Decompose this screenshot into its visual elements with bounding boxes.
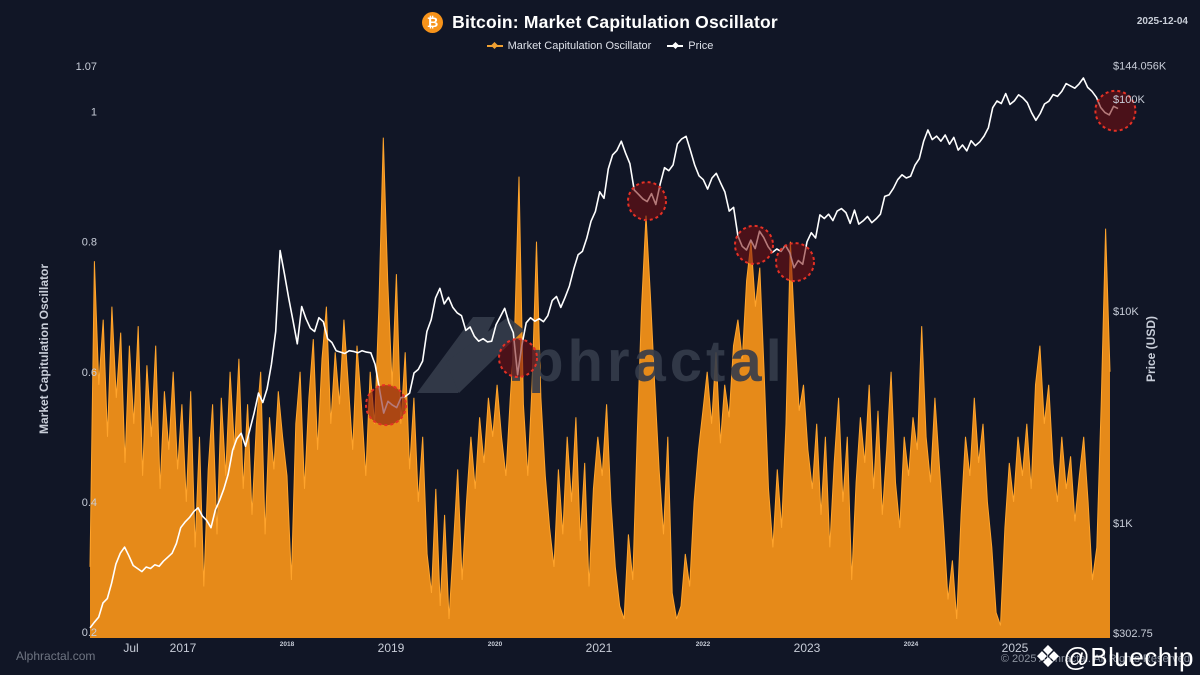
x-axis-tick: 2022: [696, 641, 711, 648]
legend-item-price[interactable]: Price: [667, 40, 713, 52]
x-axis-tick: 2025: [1002, 641, 1029, 655]
chart-header: ₿ Bitcoin: Market Capitulation Oscillato…: [0, 8, 1200, 36]
x-axis-tick: 2018: [280, 641, 295, 648]
capitulation-marker: [498, 338, 538, 378]
x-axis-tick: 2021: [586, 641, 613, 655]
capitulation-marker: [1094, 89, 1137, 132]
x-axis-tick: 2023: [794, 641, 821, 655]
alphractal-watermark: lphractal: [417, 317, 786, 394]
capitulation-marker: [365, 384, 407, 427]
author-handle: ❖ @Bluechip: [1034, 642, 1194, 673]
left-axis-tick: 0.2: [82, 627, 97, 639]
price-line-series: [89, 77, 1119, 629]
chart-date: 2025-12-04: [1136, 16, 1188, 27]
svg-text:lphractal: lphractal: [508, 329, 786, 394]
x-axis-tick: 2024: [904, 641, 919, 648]
capitulation-marker: [734, 224, 774, 265]
capitulation-marker: [775, 242, 815, 283]
axis-labels: 1.07 1 0.8 0.6 0.4 0.2 $144.056K $100K $10K $1K $3…: [37, 60, 1167, 655]
left-axis-tick: 0.6: [82, 367, 97, 379]
x-axis-tick: 2019: [378, 641, 405, 655]
legend-oscillator-label: Market Capitulation Oscillator: [507, 40, 652, 52]
capitulation-markers: [365, 89, 1137, 427]
right-axis-tick: $302.75: [1113, 628, 1153, 640]
right-axis-tick: $144.056K: [1113, 60, 1167, 72]
x-axis-tick: Jul: [123, 641, 138, 655]
left-axis-tick: 1: [91, 107, 97, 119]
chart-legend: Market Capitulation Oscillator Price: [0, 40, 1200, 52]
left-axis-tick: 1.07: [76, 61, 97, 73]
binance-diamond-icon: ❖: [1034, 640, 1062, 674]
left-axis-tick: 0.8: [82, 237, 97, 249]
right-axis-tick: $10K: [1113, 306, 1139, 318]
copyright-text: © 2025 Alphractal. All Rights Reserved: [1000, 653, 1190, 665]
right-axis-tick: $100K: [1113, 94, 1145, 106]
left-axis-tick: 0.4: [82, 497, 97, 509]
author-handle-text: @Bluechip: [1063, 642, 1194, 672]
oscillator-area-series: [89, 137, 1111, 638]
left-axis-title: Market Capitulation Oscillator: [37, 264, 51, 434]
oscillator-legend-marker-icon: [486, 45, 503, 47]
legend-price-label: Price: [688, 40, 714, 52]
x-axis-tick: 2020: [488, 641, 503, 648]
site-watermark: Alphractal.com: [16, 649, 96, 663]
legend-item-oscillator[interactable]: Market Capitulation Oscillator: [486, 40, 652, 52]
bitcoin-icon: ₿: [422, 11, 444, 33]
capitulation-marker: [627, 181, 667, 222]
right-axis-tick: $1K: [1113, 518, 1133, 530]
price-legend-marker-icon: [667, 45, 684, 47]
x-axis-tick: 2017: [170, 641, 197, 655]
right-axis-title: Price (USD): [1144, 316, 1158, 382]
page-title: Bitcoin: Market Capitulation Oscillator: [452, 11, 778, 32]
